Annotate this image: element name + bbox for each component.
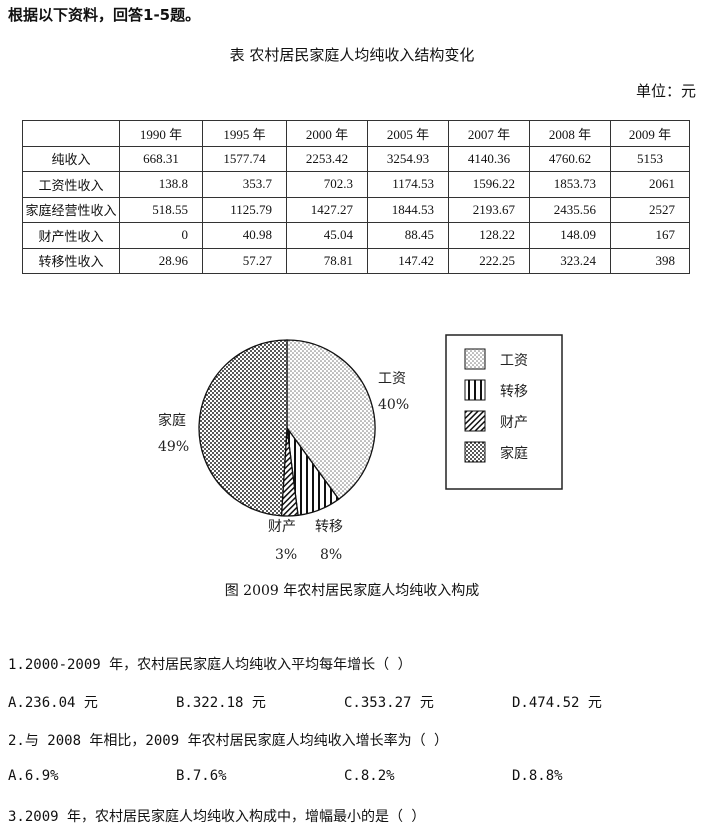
table-row: 家庭经营性收入 518.55 1125.79 1427.27 1844.53 2193.6… bbox=[22, 196, 690, 223]
table-cell: 40.98 bbox=[202, 222, 287, 249]
figure-caption: 图 2009 年农村居民家庭人均纯收入构成 bbox=[224, 583, 480, 599]
table-cell: 702.3 bbox=[286, 171, 368, 198]
table-cell: 3254.93 bbox=[367, 145, 449, 172]
table-cell: 518.55 bbox=[119, 196, 203, 223]
income-table: 1990 年 1995 年 2000 年 2005 年 2007 年 2008 年 2009… bbox=[22, 120, 690, 274]
legend-swatch bbox=[464, 379, 486, 401]
legend-label: 家庭 bbox=[500, 445, 528, 462]
table-row: 工资性收入 138.8 353.7 702.3 1174.53 1596.22 1853.7… bbox=[22, 171, 690, 198]
question-3: 3.2009 年，农村居民家庭人均纯收入构成中，增幅最小的是（ ） bbox=[8, 809, 426, 825]
table-row: 财产性收入 0 40.98 45.04 88.45 128.22 148.09 167 bbox=[22, 222, 690, 249]
label-property: 财产 bbox=[268, 519, 296, 535]
label-transfer: 转移 bbox=[315, 519, 343, 535]
column-header: 2009 年 bbox=[610, 120, 690, 147]
table-cell: 323.24 bbox=[529, 247, 611, 274]
table-cell: 1427.27 bbox=[286, 196, 368, 223]
table-cell: 222.25 bbox=[448, 247, 530, 274]
table-cell: 1853.73 bbox=[529, 171, 611, 198]
intro-text: 根据以下资料，回答1-5题。 bbox=[8, 6, 201, 24]
column-header: 2008 年 bbox=[529, 120, 611, 147]
legend-label: 财产 bbox=[500, 415, 528, 431]
table-cell: 88.45 bbox=[367, 222, 449, 249]
legend-label: 转移 bbox=[500, 384, 528, 400]
table-cell: 1596.22 bbox=[448, 171, 530, 198]
q1-option-a[interactable]: A.236.04 元 bbox=[8, 695, 98, 711]
table-cell: 1174.53 bbox=[367, 171, 449, 198]
q2-option-b[interactable]: B.7.6% bbox=[176, 768, 227, 784]
legend-swatch bbox=[464, 348, 486, 370]
q2-option-a[interactable]: A.6.9% bbox=[8, 768, 59, 784]
pie-slice-工资 bbox=[286, 339, 376, 501]
legend-label: 工资 bbox=[500, 353, 528, 369]
table-row: 转移性收入 28.96 57.27 78.81 147.42 222.25 323.24 39… bbox=[22, 247, 690, 274]
table-cell: 78.81 bbox=[286, 247, 368, 274]
q1-option-c[interactable]: C.353.27 元 bbox=[344, 695, 434, 711]
table-cell: 167 bbox=[610, 222, 690, 249]
column-header: 2007 年 bbox=[448, 120, 530, 147]
label-home-pct: 49% bbox=[158, 439, 189, 455]
label-transfer-pct: 8% bbox=[320, 547, 342, 563]
legend-swatch bbox=[464, 410, 486, 432]
table-cell: 57.27 bbox=[202, 247, 287, 274]
table-cell: 5153 bbox=[610, 145, 690, 172]
table-cell: 45.04 bbox=[286, 222, 368, 249]
table-cell: 28.96 bbox=[119, 247, 203, 274]
label-property-pct: 3% bbox=[275, 547, 297, 563]
question-2: 2.与 2008 年相比，2009 年农村居民家庭人均纯收入增长率为（ ） bbox=[8, 733, 449, 749]
q1-option-d[interactable]: D.474.52 元 bbox=[512, 695, 602, 711]
unit-label: 单位：元 bbox=[635, 82, 696, 100]
table-title: 表 农村居民家庭人均纯收入结构变化 bbox=[229, 46, 475, 64]
question-1: 1.2000-2009 年，农村居民家庭人均纯收入平均每年增长（ ） bbox=[8, 657, 412, 673]
table-cell: 668.31 bbox=[119, 145, 203, 172]
pie-slice-家庭 bbox=[198, 339, 288, 517]
label-home: 家庭 bbox=[158, 412, 186, 429]
table-cell: 398 bbox=[610, 247, 690, 274]
legend-swatch bbox=[464, 441, 486, 463]
table-cell: 1844.53 bbox=[367, 196, 449, 223]
table-cell: 4140.36 bbox=[448, 145, 530, 172]
table-header-row: 1990 年 1995 年 2000 年 2005 年 2007 年 2008 年 2009… bbox=[22, 120, 690, 147]
table-cell: 1125.79 bbox=[202, 196, 287, 223]
table-cell: 147.42 bbox=[367, 247, 449, 274]
column-header: 1995 年 bbox=[202, 120, 287, 147]
table-cell: 148.09 bbox=[529, 222, 611, 249]
row-label: 转移性收入 bbox=[22, 247, 120, 274]
label-wage: 工资 bbox=[378, 371, 406, 387]
column-header: 2005 年 bbox=[367, 120, 449, 147]
q1-option-b[interactable]: B.322.18 元 bbox=[176, 695, 266, 711]
label-wage-pct: 40% bbox=[378, 397, 409, 413]
q2-option-d[interactable]: D.8.8% bbox=[512, 768, 563, 784]
q2-option-c[interactable]: C.8.2% bbox=[344, 768, 395, 784]
